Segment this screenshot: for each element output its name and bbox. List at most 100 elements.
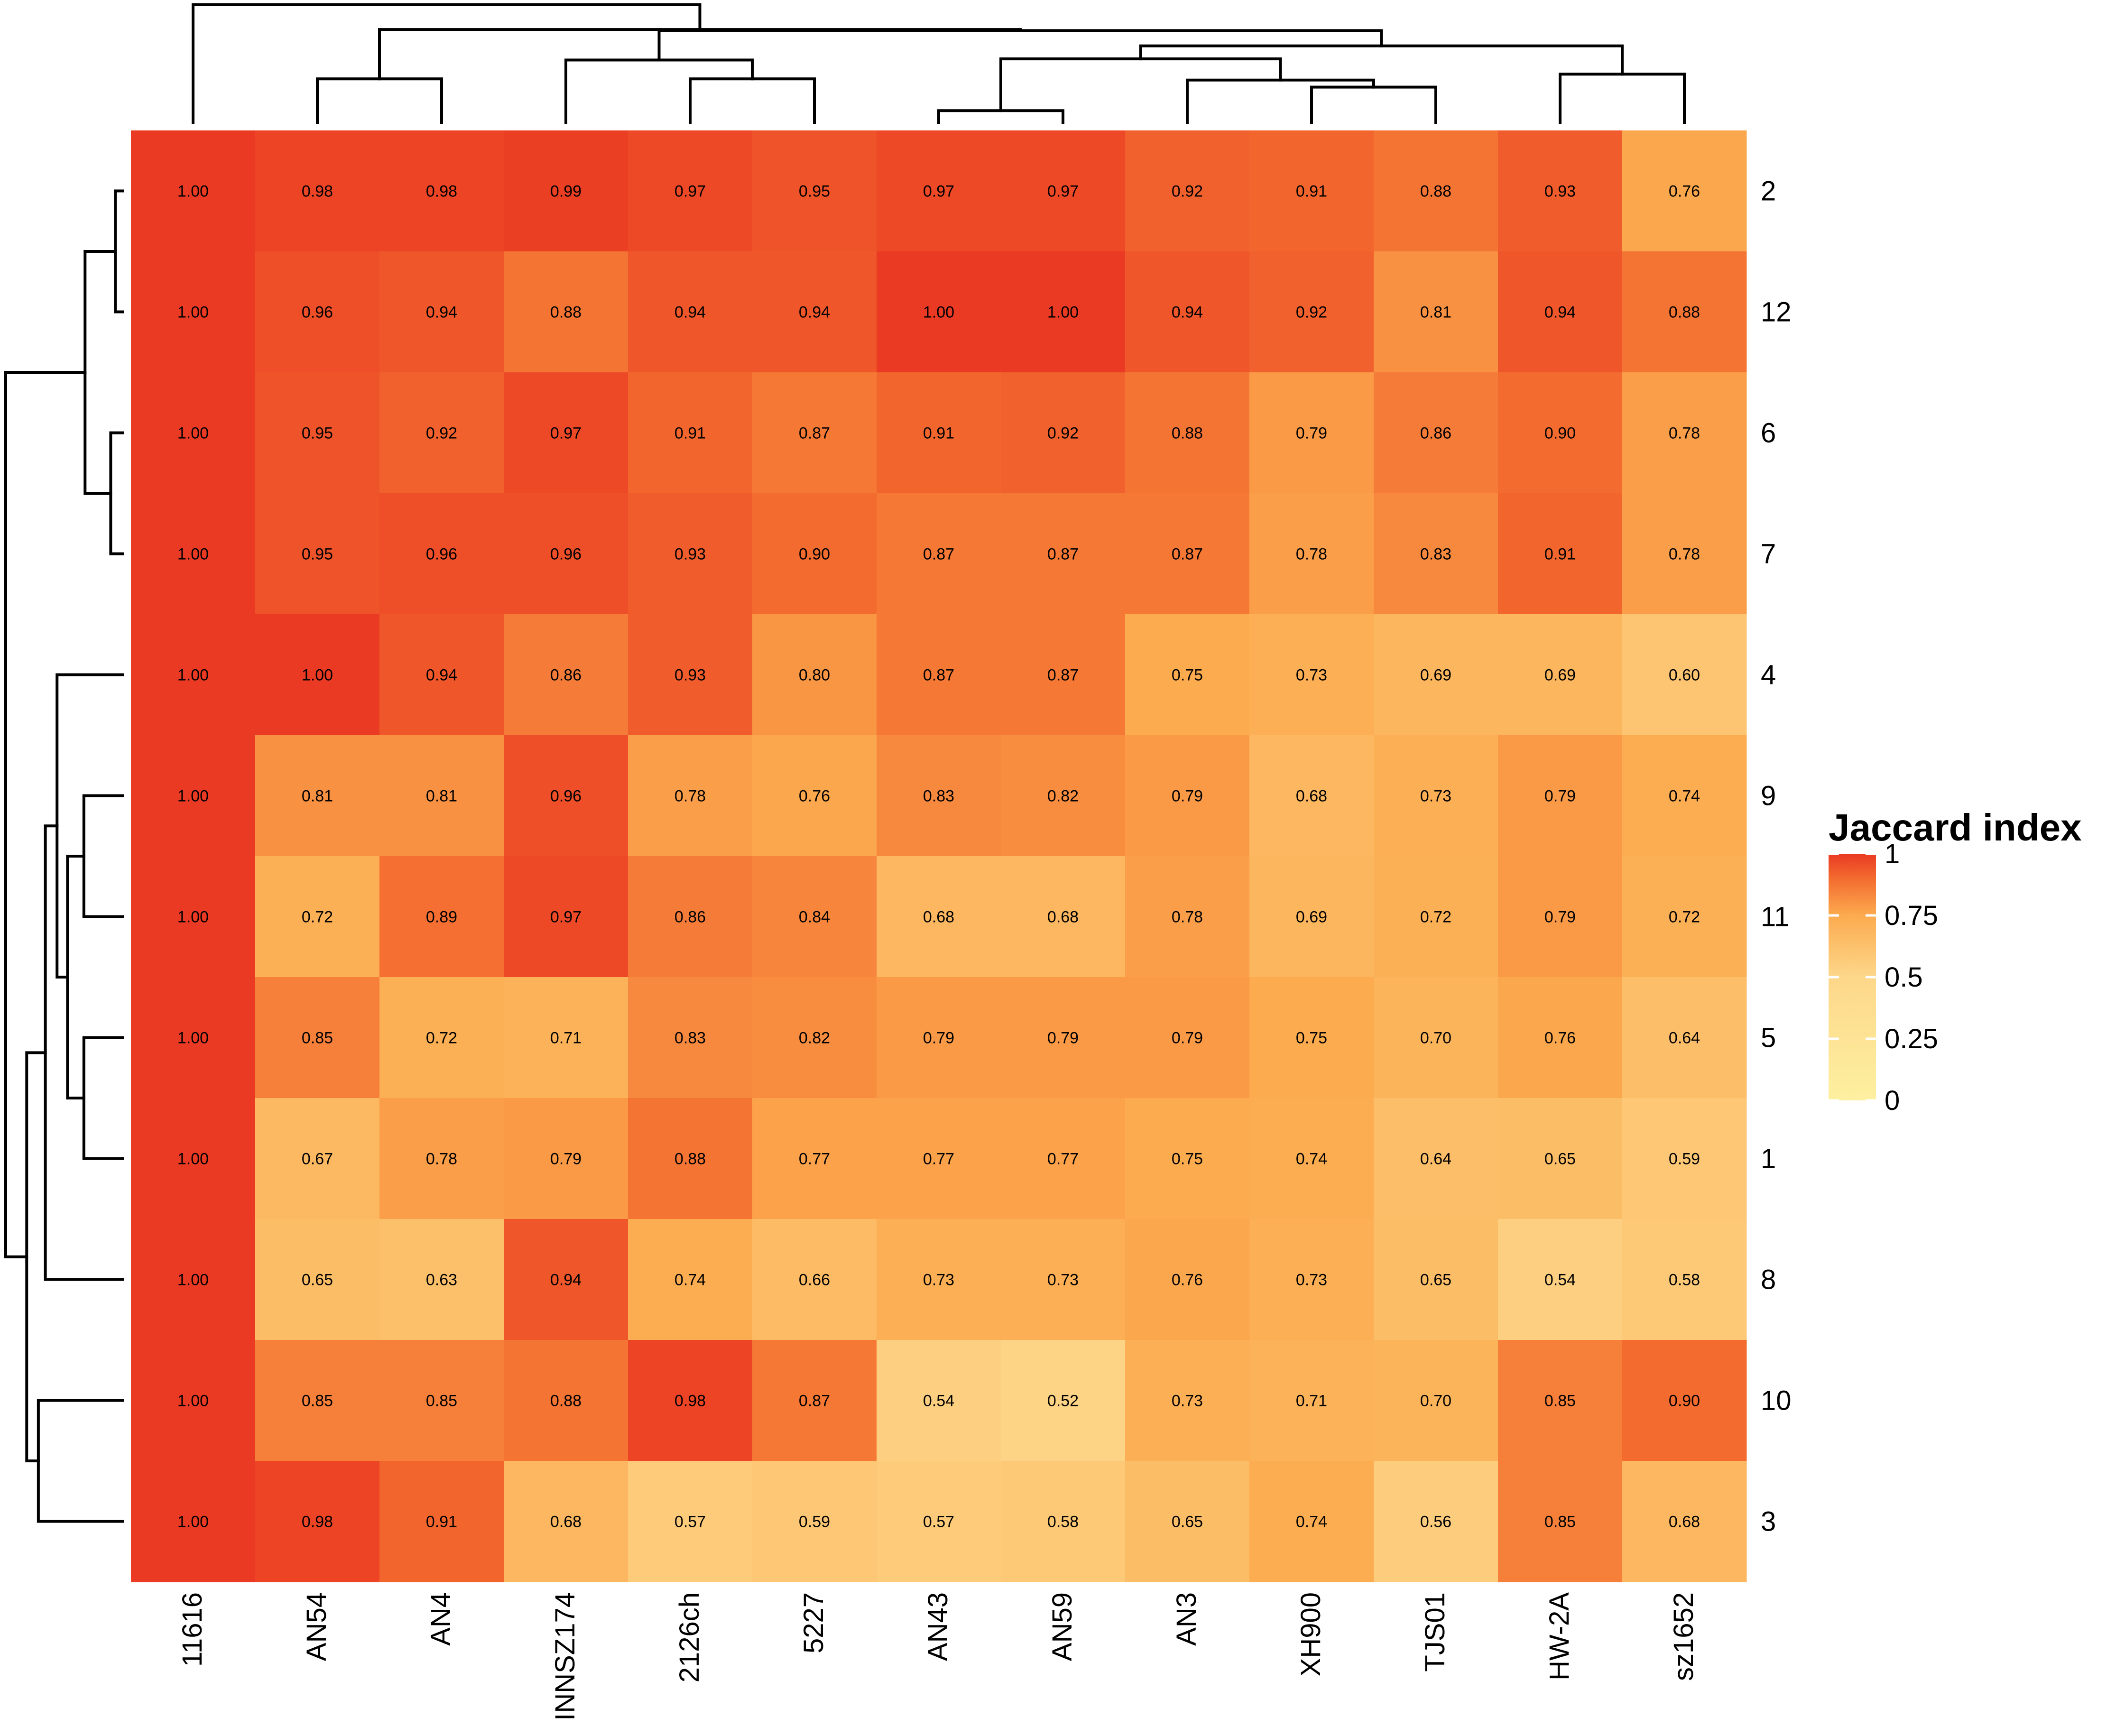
heatmap-cell-r1-cinnsz174	[504, 1098, 628, 1219]
heatmap-cell-r4-can59	[1001, 614, 1126, 736]
cell-value-label: 0.71	[550, 1029, 582, 1047]
cell-value-label: 0.92	[1047, 425, 1079, 443]
cell-value-label: 0.52	[1047, 1392, 1079, 1410]
heatmap-cell-r8-can4	[379, 1219, 504, 1340]
cell-value-label: 0.78	[1172, 908, 1203, 926]
heatmap-cell-r10-csz1652	[1622, 1340, 1747, 1461]
cell-value-label: 0.60	[1669, 666, 1700, 684]
cell-value-label: 0.75	[1172, 1150, 1203, 1168]
cell-value-label: 1.00	[177, 908, 209, 926]
heatmap-cell-r8-c2126ch	[628, 1219, 753, 1340]
cell-value-label: 0.87	[1047, 666, 1079, 684]
cell-value-label: 0.73	[1296, 1271, 1327, 1289]
cell-value-label: 0.86	[1420, 425, 1451, 443]
column-label-an4: AN4	[425, 1592, 456, 1646]
cell-value-label: 0.75	[1172, 666, 1203, 684]
heatmap-cell-r7-can54	[255, 493, 380, 615]
cell-value-label: 0.74	[1296, 1513, 1327, 1531]
heatmap-cell-r5-can43	[877, 977, 1001, 1099]
column-labels: 11616 AN54 AN4 INNSZ174 2126ch 5227 AN43 AN59 AN…	[177, 1592, 1699, 1721]
cell-value-label: 0.88	[550, 1392, 582, 1410]
legend-tick-label: 1	[1885, 839, 1900, 869]
heatmap-cell-r9-c2126ch	[628, 735, 753, 857]
cell-value-label: 0.73	[1047, 1271, 1079, 1289]
heatmap-cell-r7-c2126ch	[628, 493, 753, 615]
heatmap-cell-r7-can43	[877, 493, 1001, 615]
heatmap-cell-r10-c11616	[131, 1340, 256, 1461]
heatmap-cell-r11-can3	[1125, 856, 1250, 978]
cell-value-label: 0.96	[550, 545, 582, 563]
heatmap-cell-r5-can4	[379, 977, 504, 1099]
heatmap-cell-r3-can59	[1001, 1461, 1126, 1582]
heatmap-cell-r7-chw-2a	[1498, 493, 1623, 615]
heatmap-cell-r9-cinnsz174	[504, 735, 628, 857]
cell-value-label: 0.68	[923, 908, 954, 926]
heatmap-cell-r4-c5227	[752, 614, 877, 736]
heatmap-cell-r11-can59	[1001, 856, 1126, 978]
heatmap-cell-r7-cinnsz174	[504, 493, 628, 615]
cell-value-label: 0.74	[1296, 1150, 1327, 1168]
heatmap-cell-r5-cxh900	[1249, 977, 1374, 1099]
cell-value-label: 0.76	[799, 787, 830, 805]
heatmap-cell-r12-can43	[877, 251, 1001, 373]
heatmap-cell-r11-c2126ch	[628, 856, 753, 978]
column-label-2126ch: 2126ch	[674, 1592, 705, 1682]
cell-value-label: 0.91	[426, 1513, 457, 1531]
heatmap-cell-labels: 1.00 0.98 0.98 0.99 0.97 0.95 0.97 0.97 0.92 0.91…	[177, 183, 1700, 1531]
cell-value-label: 0.58	[1047, 1513, 1079, 1531]
cell-value-label: 0.91	[1296, 183, 1327, 201]
cell-value-label: 0.88	[675, 1150, 706, 1168]
heatmap-cell-r10-ctjs01	[1374, 1340, 1498, 1461]
heatmap-cell-r6-c11616	[131, 372, 256, 494]
cell-value-label: 0.79	[550, 1150, 582, 1168]
cell-value-label: 0.97	[550, 425, 582, 443]
heatmap-cell-r2-csz1652	[1622, 130, 1747, 252]
heatmap-cell-r10-c5227	[752, 1340, 877, 1461]
cell-value-label: 0.87	[1047, 545, 1079, 563]
cell-value-label: 0.96	[426, 545, 457, 563]
cell-value-label: 0.77	[799, 1150, 830, 1168]
cell-value-label: 0.92	[1172, 183, 1203, 201]
cell-value-label: 0.94	[550, 1271, 582, 1289]
cell-value-label: 0.68	[1669, 1513, 1700, 1531]
heatmap-cell-r8-csz1652	[1622, 1219, 1747, 1340]
cell-value-label: 0.64	[1669, 1029, 1700, 1047]
heatmap-cell-r3-can43	[877, 1461, 1001, 1582]
heatmap-cell-r2-c5227	[752, 130, 877, 252]
heatmap-cell-r7-can4	[379, 493, 504, 615]
cell-value-label: 0.80	[799, 666, 830, 684]
heatmap-cell-r10-chw-2a	[1498, 1340, 1623, 1461]
cell-value-label: 0.83	[1420, 545, 1451, 563]
cell-value-label: 0.98	[675, 1392, 706, 1410]
cell-value-label: 0.69	[1420, 666, 1451, 684]
heatmap-cell-r2-ctjs01	[1374, 130, 1498, 252]
heatmap-cell-r12-ctjs01	[1374, 251, 1498, 373]
heatmap-cell-r2-can54	[255, 130, 380, 252]
cell-value-label: 0.73	[1420, 787, 1451, 805]
cell-value-label: 0.58	[1669, 1271, 1700, 1289]
heatmap-cell-r11-c5227	[752, 856, 877, 978]
cell-value-label: 0.68	[1047, 908, 1079, 926]
heatmap-cell-r12-cxh900	[1249, 251, 1374, 373]
column-label-11616: 11616	[177, 1592, 208, 1667]
column-label-hw-2a: HW-2A	[1544, 1592, 1575, 1681]
cell-value-label: 0.94	[426, 304, 457, 322]
row-label-1: 1	[1761, 1144, 1776, 1174]
cell-value-label: 0.73	[1296, 666, 1327, 684]
heatmap-cell-r5-chw-2a	[1498, 977, 1623, 1099]
cell-value-label: 0.68	[1296, 787, 1327, 805]
column-label-5227: 5227	[798, 1592, 829, 1653]
heatmap-cell-r11-cxh900	[1249, 856, 1374, 978]
heatmap-cell-r3-can4	[379, 1461, 504, 1582]
cell-value-label: 0.97	[675, 183, 706, 201]
row-label-10: 10	[1761, 1385, 1792, 1416]
cell-value-label: 0.56	[1420, 1513, 1451, 1531]
cell-value-label: 1.00	[177, 666, 209, 684]
cell-value-label: 0.77	[1047, 1150, 1079, 1168]
legend-tick-label: 0.5	[1885, 962, 1923, 993]
left-dendrogram-branch	[4, 371, 87, 1258]
heatmap-cell-r6-c5227	[752, 372, 877, 494]
heatmap-cell-r8-cinnsz174	[504, 1219, 628, 1340]
heatmap-cell-r12-can3	[1125, 251, 1250, 373]
heatmap-cell-r6-cinnsz174	[504, 372, 628, 494]
